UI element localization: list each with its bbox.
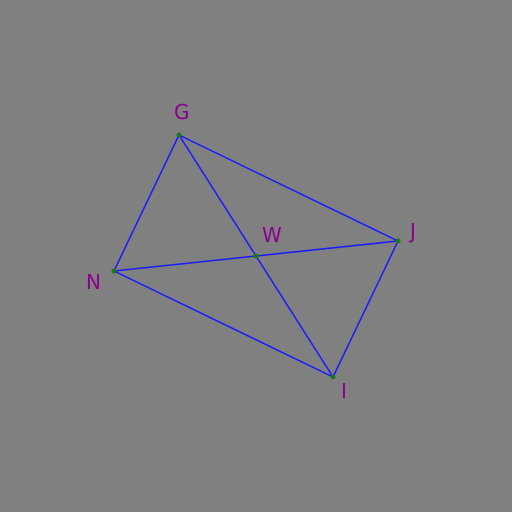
vertex-I [330,374,336,380]
vertices-group [111,132,401,380]
label-N: N [86,270,101,294]
label-G: G [174,100,190,124]
segment-GJ [178,134,399,242]
vertex-G [176,132,182,138]
label-I: I [341,379,347,403]
segment-IN [113,270,334,378]
vertex-J [395,238,401,244]
label-W: W [262,223,282,247]
vertex-N [111,268,117,274]
segment-NG [113,134,180,272]
label-J: J [408,219,416,243]
vertex-W [253,253,259,259]
segment-JI [332,240,399,378]
labels-group: G J I N W [86,100,416,403]
